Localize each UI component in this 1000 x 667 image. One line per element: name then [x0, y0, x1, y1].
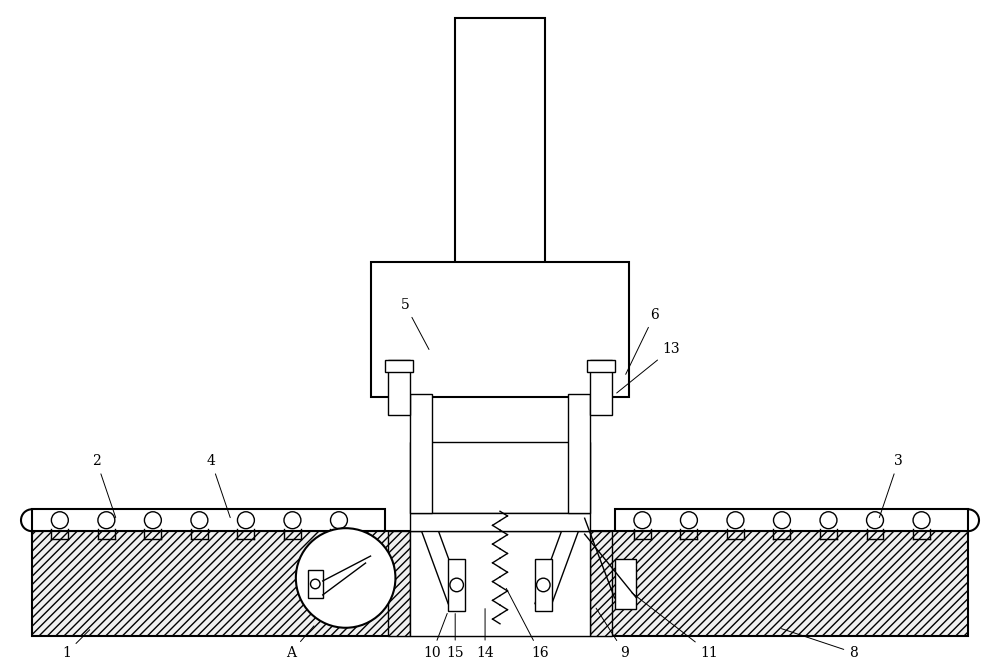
- Polygon shape: [415, 514, 465, 604]
- Bar: [388, 531, 410, 636]
- Bar: [455, 18, 545, 312]
- Bar: [388, 360, 410, 415]
- Circle shape: [98, 512, 115, 529]
- Bar: [535, 559, 552, 611]
- Bar: [448, 559, 465, 611]
- Circle shape: [634, 512, 651, 529]
- Circle shape: [450, 578, 463, 592]
- Circle shape: [51, 512, 68, 529]
- Text: 8: 8: [781, 628, 858, 660]
- Text: 13: 13: [617, 342, 680, 393]
- Bar: [590, 360, 612, 415]
- Circle shape: [820, 512, 837, 529]
- Text: 2: 2: [92, 454, 116, 518]
- Bar: [32, 531, 968, 636]
- Bar: [590, 531, 612, 636]
- Bar: [32, 510, 385, 531]
- Text: 5: 5: [401, 298, 429, 350]
- Text: A: A: [286, 626, 314, 660]
- Text: 14: 14: [476, 609, 494, 660]
- Bar: [410, 531, 590, 636]
- Circle shape: [191, 512, 208, 529]
- Circle shape: [727, 512, 744, 529]
- Text: 6: 6: [626, 308, 659, 374]
- Circle shape: [680, 512, 697, 529]
- Circle shape: [310, 579, 320, 589]
- Circle shape: [537, 578, 550, 592]
- Polygon shape: [535, 514, 585, 604]
- Bar: [371, 262, 629, 397]
- Circle shape: [296, 528, 395, 628]
- Bar: [615, 559, 636, 609]
- Bar: [568, 394, 590, 513]
- Circle shape: [913, 512, 930, 529]
- Circle shape: [284, 512, 301, 529]
- Bar: [385, 360, 413, 372]
- Bar: [410, 394, 432, 513]
- Bar: [587, 360, 615, 372]
- Bar: [308, 570, 323, 598]
- Text: 9: 9: [596, 608, 629, 660]
- Bar: [615, 510, 968, 531]
- Text: 15: 15: [446, 614, 464, 660]
- Circle shape: [773, 512, 790, 529]
- Circle shape: [237, 512, 254, 529]
- Text: 10: 10: [423, 614, 447, 660]
- Circle shape: [330, 512, 347, 529]
- Circle shape: [867, 512, 883, 529]
- Text: 16: 16: [506, 588, 549, 660]
- Text: 3: 3: [879, 454, 903, 518]
- Bar: [410, 442, 590, 513]
- Text: 4: 4: [207, 454, 230, 518]
- Text: 1: 1: [62, 630, 90, 660]
- Bar: [410, 513, 590, 531]
- Text: 11: 11: [632, 592, 718, 660]
- Circle shape: [144, 512, 161, 529]
